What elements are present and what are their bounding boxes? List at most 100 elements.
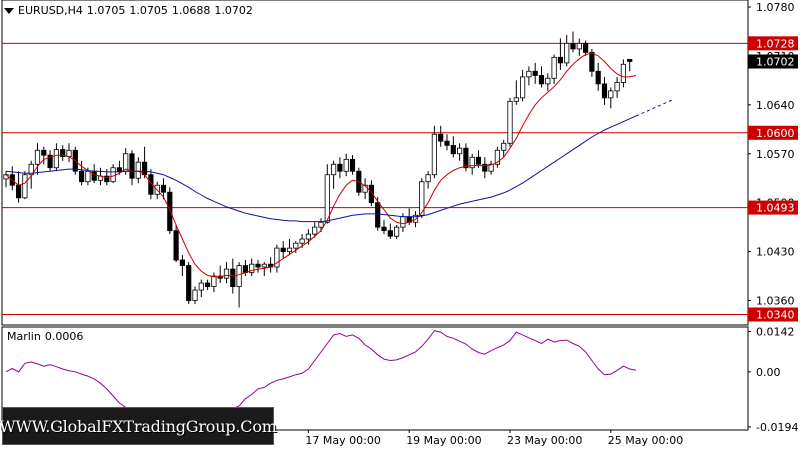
candle-body: [627, 59, 633, 62]
candle-body: [601, 83, 608, 99]
candle-body: [545, 77, 551, 85]
time-tick-label: 19 May 00:00: [406, 434, 481, 447]
candle-body: [488, 163, 494, 172]
candle-body: [393, 226, 400, 237]
candle-body: [557, 56, 564, 64]
level-label-box: [748, 307, 798, 322]
candle-body: [28, 163, 34, 176]
candle-body: [53, 149, 60, 169]
marlin-tick-label: 0.00: [756, 366, 781, 379]
candle-body: [576, 42, 582, 50]
time-tick-label: 25 May 00:00: [608, 434, 683, 447]
candle-body: [15, 184, 22, 199]
candle-body: [494, 149, 501, 165]
candle-body: [179, 259, 185, 266]
watermark-banner: WWW.GlobalFXTradingGroup.Com: [0, 407, 277, 445]
time-tick-label: 23 May 00:00: [507, 434, 582, 447]
price-tick-label: 1.0360: [756, 295, 795, 308]
candle-body: [614, 82, 620, 92]
candle-body: [186, 265, 192, 301]
candle-body: [620, 63, 627, 83]
price-panel: 1.07801.07101.06401.05701.05001.04301.03…: [1, 0, 798, 326]
marlin-header: Marlin 0.0006: [7, 330, 83, 343]
candle-body: [337, 163, 343, 172]
slow-ma-projection: [635, 98, 675, 117]
watermark-text: WWW.GlobalFXTradingGroup.Com: [0, 416, 277, 436]
candle-body: [387, 230, 393, 237]
candle-body: [419, 181, 425, 216]
candle-body: [608, 90, 614, 99]
candle-body: [513, 97, 519, 102]
level-label: 1.0728: [756, 37, 795, 50]
candle-body: [368, 184, 375, 204]
candle-body: [286, 247, 293, 253]
candle-body: [324, 174, 330, 223]
level-label: 1.0600: [756, 127, 795, 140]
level-label-box: [748, 125, 798, 140]
candle-body: [431, 133, 438, 176]
candle-body: [520, 76, 526, 99]
price-tick-label: 1.0570: [756, 148, 795, 161]
fast-ma-line: [5, 52, 637, 278]
low-value: 1.0688: [171, 4, 211, 17]
candle-body: [381, 226, 387, 232]
candle-body: [34, 149, 41, 165]
close-value: 1.0702: [214, 4, 253, 17]
candle-body: [564, 42, 570, 64]
candle-body: [261, 263, 267, 268]
level-label: 1.0340: [756, 309, 795, 322]
indicator-value: 0.0006: [44, 330, 84, 343]
candle-body: [425, 174, 431, 183]
time-axis: 17 May 00:00 19 May 00:00 23 May 00:00 25 M…: [305, 430, 683, 447]
price-tick-label: 1.0640: [756, 99, 795, 112]
candle-body: [469, 156, 475, 169]
marlin-tick-label: -0.0194: [756, 421, 798, 434]
current-price-label: 1.0702: [756, 56, 795, 69]
chart-header: EURUSD,H4 1.0705 1.0705 1.0688 1.0702: [4, 4, 253, 17]
high-value: 1.0705: [129, 4, 168, 17]
candle-body: [148, 174, 154, 195]
candle-body: [249, 263, 255, 273]
chevron-down-icon[interactable]: [4, 7, 14, 14]
price-plot-frame: [1, 0, 749, 326]
time-tick-label: 17 May 00:00: [305, 434, 380, 447]
candle-body: [230, 268, 236, 287]
level-label-box: [748, 36, 798, 51]
candle-body: [255, 263, 261, 268]
candle-body: [482, 163, 488, 172]
candle-body: [589, 52, 595, 72]
candle-body: [343, 158, 349, 172]
slow-ma-line: [5, 115, 637, 223]
candle-body: [501, 142, 507, 151]
marlin-tick-label: 0.0142: [756, 326, 795, 339]
candle-body: [349, 158, 356, 172]
candle-body: [160, 184, 167, 193]
candle-body: [223, 268, 230, 279]
candle-body: [129, 153, 135, 179]
candle-body: [60, 149, 66, 157]
support-resistance-levels: [2, 42, 748, 316]
candle-body: [236, 265, 242, 287]
candle-body: [450, 144, 456, 155]
moving-averages: [5, 52, 675, 278]
candle-body: [173, 230, 179, 261]
candle-body: [507, 100, 513, 144]
level-label-box: [748, 200, 798, 215]
candle-body: [204, 282, 211, 287]
candle-body: [47, 154, 53, 169]
candle-body: [242, 265, 248, 273]
candle-body: [375, 202, 381, 228]
candle-body: [330, 163, 337, 176]
candle-body: [85, 170, 91, 183]
candle-body: [551, 56, 557, 79]
candle-body: [475, 156, 482, 165]
candle-body: [463, 147, 469, 169]
candle-body: [570, 42, 576, 50]
candle-body: [91, 170, 97, 181]
candle-body: [41, 149, 47, 156]
current-price-box: [748, 54, 798, 69]
candle-body: [312, 226, 318, 235]
marlin-axis: 0.0142 0.00 -0.0194: [748, 326, 798, 434]
candle-body: [299, 238, 305, 244]
